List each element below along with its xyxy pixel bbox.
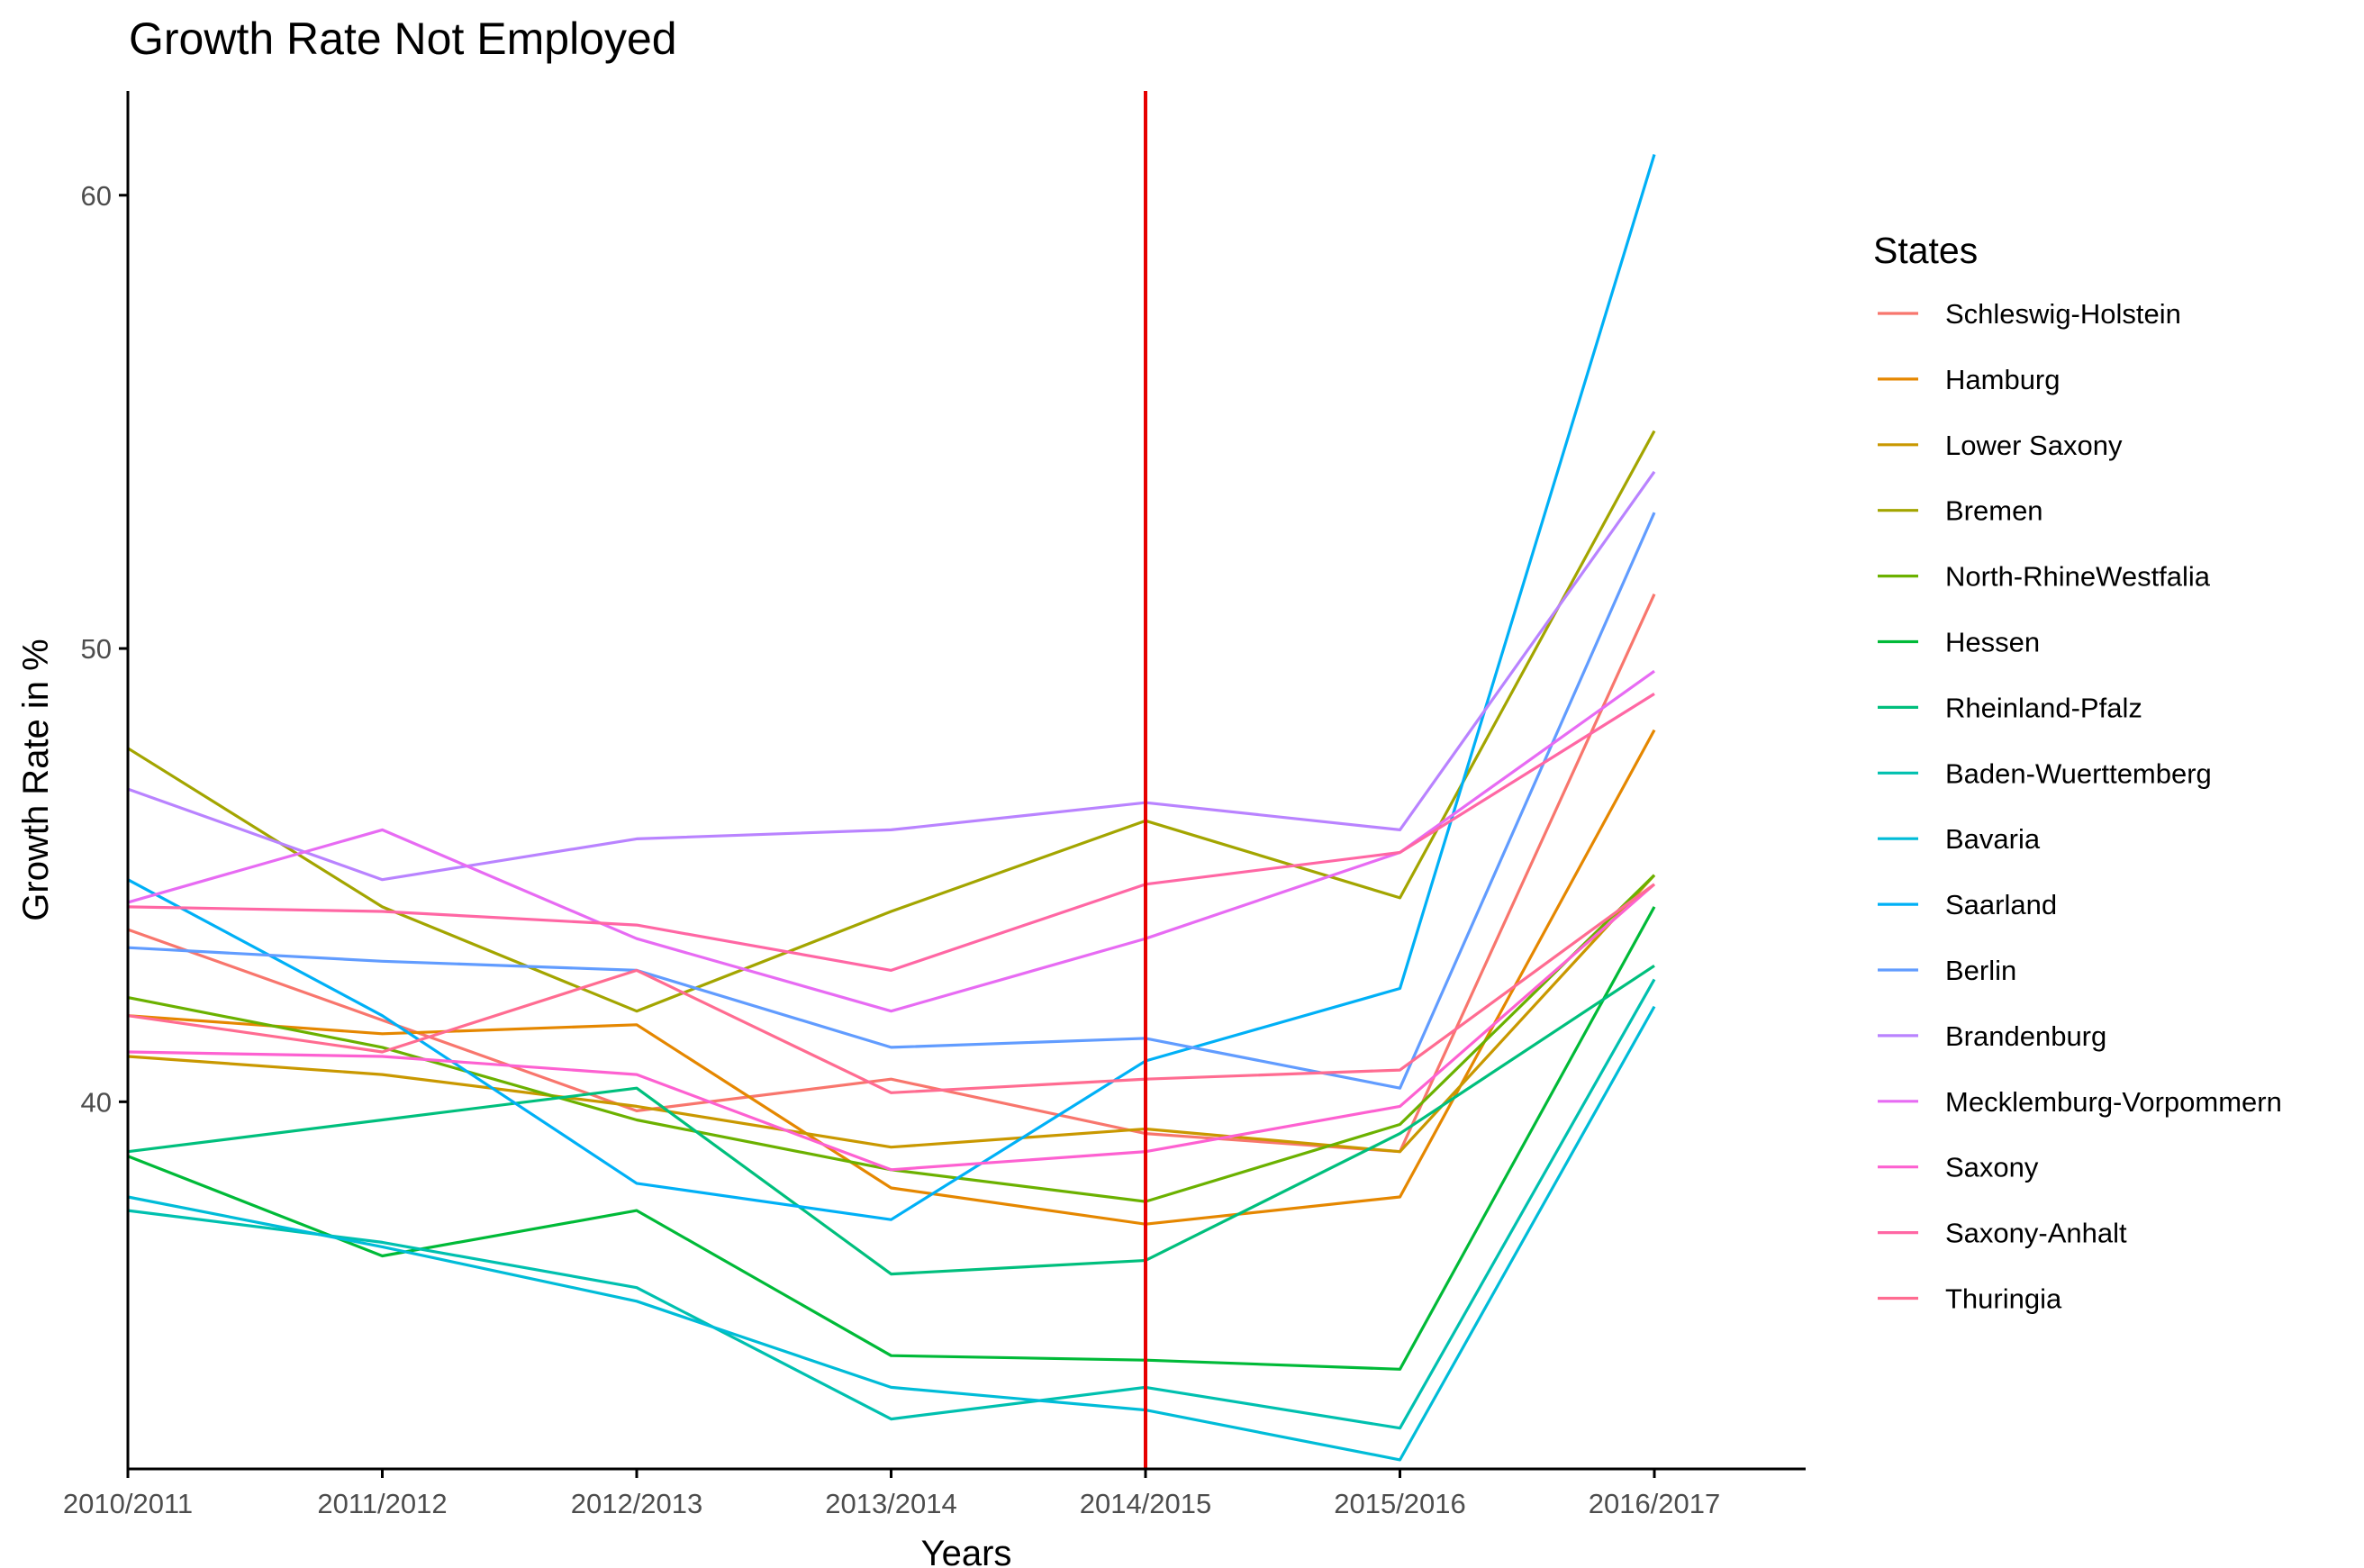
series-line-saarland — [127, 154, 1656, 1221]
y-tick-label: 40 — [81, 1086, 112, 1118]
x-axis-title: Years — [921, 1534, 1012, 1568]
legend-label: Schleswig-Holstein — [1945, 298, 2181, 330]
legend-label: Saarland — [1945, 889, 2057, 920]
legend-label: Baden-Wuerttemberg — [1945, 757, 2212, 789]
x-tick-label: 2013/2014 — [825, 1488, 957, 1519]
y-tick-label: 60 — [81, 180, 112, 212]
legend-label: North-RhineWestfalia — [1945, 561, 2211, 593]
series-line-thuringia — [127, 883, 1655, 1094]
legend-item-saxony-anhalt: Saxony-Anhalt — [1878, 1218, 2127, 1249]
legend-item-brandenburg: Brandenburg — [1878, 1020, 2106, 1052]
legend-label: Hamburg — [1945, 364, 2061, 395]
series-line-bavaria — [127, 1005, 1656, 1462]
legend-label: Saxony-Anhalt — [1945, 1218, 2127, 1249]
legend: States Schleswig-Holstein Hamburg Lower Sa… — [1873, 230, 2282, 1315]
series-line-brandenburg — [127, 470, 1656, 882]
legend-items: Schleswig-Holstein Hamburg Lower Saxony Bre… — [1878, 298, 2282, 1315]
legend-label: Hessen — [1945, 627, 2040, 658]
series-line-saxony — [127, 883, 1656, 1172]
chart-title: Growth Rate Not Employed — [129, 14, 677, 64]
legend-label: Berlin — [1945, 955, 2016, 986]
x-tick-label: 2011/2012 — [317, 1488, 447, 1519]
x-tick-label: 2010/2011 — [63, 1488, 193, 1519]
legend-label: Lower Saxony — [1945, 430, 2123, 461]
series-line-bremen — [127, 430, 1656, 1013]
legend-item-bremen: Bremen — [1878, 495, 2043, 527]
series-line-hessen — [127, 906, 1656, 1371]
legend-label: Rheinland-Pfalz — [1945, 692, 2142, 723]
legend-item-saxony: Saxony — [1878, 1152, 2039, 1183]
legend-item-north-rhinewestfalia: North-RhineWestfalia — [1878, 561, 2211, 593]
legend-label: Brandenburg — [1945, 1020, 2106, 1052]
legend-item-rheinland-pfalz: Rheinland-Pfalz — [1878, 692, 2142, 723]
legend-label: Thuringia — [1945, 1283, 2062, 1315]
legend-item-hessen: Hessen — [1878, 627, 2040, 658]
legend-label: Saxony — [1945, 1152, 2039, 1183]
legend-label: Mecklemburg-Vorpommern — [1945, 1086, 2282, 1118]
legend-item-bavaria: Bavaria — [1878, 823, 2041, 855]
series-line-schleswig-holstein — [127, 594, 1656, 1154]
legend-item-baden-wuerttemberg: Baden-Wuerttemberg — [1878, 757, 2212, 789]
legend-item-thuringia: Thuringia — [1878, 1283, 2062, 1315]
legend-item-mecklemburg-vorpommern: Mecklemburg-Vorpommern — [1878, 1086, 2282, 1118]
series-line-baden-wuerttemberg — [127, 978, 1656, 1430]
legend-item-hamburg: Hamburg — [1878, 364, 2061, 395]
series-line-hamburg — [127, 729, 1656, 1226]
y-tick-label: 50 — [81, 633, 112, 665]
x-tick-label: 2014/2015 — [1080, 1488, 1212, 1519]
legend-label: Bremen — [1945, 495, 2043, 527]
legend-item-berlin: Berlin — [1878, 955, 2016, 986]
legend-title: States — [1873, 230, 1978, 271]
y-axis-title: Growth Rate in % — [16, 639, 56, 920]
series-line-rheinland-pfalz — [127, 964, 1655, 1276]
y-ticks: 40 50 60 — [81, 180, 128, 1118]
series-line-lower-saxony — [127, 874, 1656, 1154]
series-line-berlin — [127, 512, 1656, 1090]
x-tick-label: 2016/2017 — [1589, 1488, 1721, 1519]
legend-item-saarland: Saarland — [1878, 889, 2057, 920]
plot-lines — [127, 154, 1656, 1462]
legend-label: Bavaria — [1945, 823, 2041, 855]
legend-item-lower-saxony: Lower Saxony — [1878, 430, 2123, 461]
x-tick-label: 2015/2016 — [1334, 1488, 1466, 1519]
legend-item-schleswig-holstein: Schleswig-Holstein — [1878, 298, 2181, 330]
x-ticks: 2010/2011 2011/2012 2012/2013 2013/2014 2014… — [63, 1469, 1720, 1519]
series-line-saxony-anhalt — [127, 693, 1655, 973]
x-tick-label: 2012/2013 — [571, 1488, 703, 1519]
